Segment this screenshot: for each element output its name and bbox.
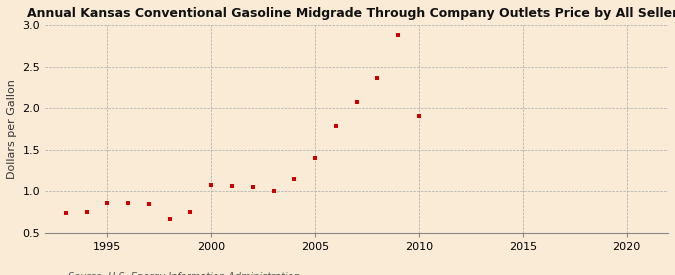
Point <box>393 33 404 37</box>
Point <box>102 200 113 205</box>
Point <box>206 183 217 188</box>
Title: Annual Kansas Conventional Gasoline Midgrade Through Company Outlets Price by Al: Annual Kansas Conventional Gasoline Midg… <box>27 7 675 20</box>
Point <box>372 75 383 80</box>
Point <box>81 210 92 214</box>
Point <box>331 124 342 129</box>
Point <box>289 177 300 182</box>
Point <box>144 202 155 207</box>
Point <box>351 100 362 104</box>
Point <box>310 156 321 160</box>
Text: Source: U.S. Energy Information Administration: Source: U.S. Energy Information Administ… <box>68 273 299 275</box>
Point <box>61 211 72 216</box>
Point <box>123 200 134 205</box>
Point <box>414 114 425 119</box>
Y-axis label: Dollars per Gallon: Dollars per Gallon <box>7 79 17 179</box>
Point <box>164 217 175 221</box>
Point <box>185 210 196 214</box>
Point <box>247 185 258 189</box>
Point <box>268 189 279 193</box>
Point <box>227 184 238 188</box>
